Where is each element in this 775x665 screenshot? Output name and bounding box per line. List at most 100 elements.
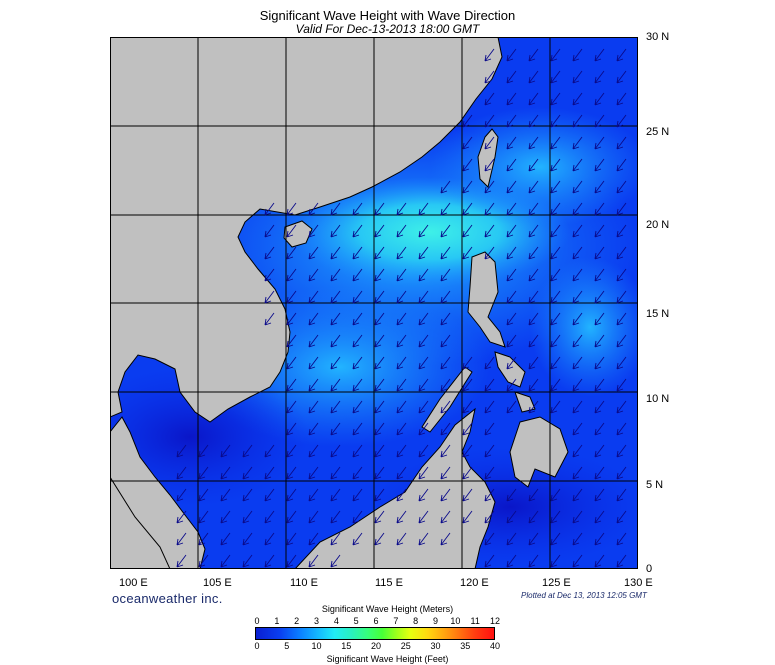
feet-tick: 20 xyxy=(370,641,381,651)
wave-arrow xyxy=(484,444,495,458)
graticule xyxy=(110,37,638,569)
wave-arrow xyxy=(396,202,407,216)
wave-arrow xyxy=(528,356,539,370)
wave-arrow xyxy=(374,334,385,348)
wave-arrow xyxy=(594,48,605,62)
wave-arrow xyxy=(528,48,539,62)
wave-arrow xyxy=(418,290,429,304)
valid-time: Valid For Dec-13-2013 18:00 GMT xyxy=(295,22,480,36)
wave-arrow xyxy=(308,466,319,480)
wave-arrow xyxy=(352,246,363,260)
wave-arrow xyxy=(440,532,451,546)
wave-arrow xyxy=(264,466,275,480)
wave-arrow xyxy=(286,510,297,524)
wave-arrow xyxy=(242,554,253,568)
wave-arrow xyxy=(418,246,429,260)
wave-arrow xyxy=(352,466,363,480)
wave-arrow xyxy=(308,510,319,524)
wave-arrow xyxy=(308,488,319,502)
wave-arrow xyxy=(528,532,539,546)
wave-arrow xyxy=(550,114,561,128)
wave-arrow xyxy=(352,378,363,392)
wave-arrow xyxy=(242,532,253,546)
wave-arrow xyxy=(330,356,341,370)
wave-arrow xyxy=(550,180,561,194)
wave-arrow xyxy=(418,510,429,524)
wave-arrow xyxy=(550,400,561,414)
wave-arrow xyxy=(440,400,451,414)
wave-arrow xyxy=(330,378,341,392)
feet-tick: 25 xyxy=(400,641,411,651)
wave-arrow xyxy=(286,444,297,458)
wave-arrow xyxy=(242,488,253,502)
wave-arrow xyxy=(528,554,539,568)
wave-arrow xyxy=(264,532,275,546)
map-title: Significant Wave Height with Wave Direct… xyxy=(259,8,516,23)
wave-arrow xyxy=(418,334,429,348)
wave-arrow xyxy=(264,444,275,458)
wave-arrow xyxy=(594,246,605,260)
wave-arrow xyxy=(484,356,495,370)
feet-tick: 35 xyxy=(460,641,471,651)
wave-arrow xyxy=(616,488,627,502)
wave-arrow xyxy=(550,532,561,546)
wave-arrow xyxy=(462,246,473,260)
longitude-label: 105 E xyxy=(203,577,232,589)
wave-arrow xyxy=(616,334,627,348)
wave-arrow xyxy=(374,378,385,392)
wave-arrow xyxy=(308,334,319,348)
wave-arrow xyxy=(462,356,473,370)
wave-arrow xyxy=(374,466,385,480)
wave-arrow xyxy=(484,158,495,172)
high-wave-zone xyxy=(530,257,638,397)
wave-arrow xyxy=(616,378,627,392)
wave-arrow xyxy=(594,268,605,282)
meters-tick: 2 xyxy=(294,616,300,626)
meters-tick: 7 xyxy=(393,616,399,626)
feet-tick: 30 xyxy=(430,641,441,651)
wave-arrow xyxy=(550,554,561,568)
wave-arrow xyxy=(550,356,561,370)
wave-arrow xyxy=(572,114,583,128)
wave-arrow xyxy=(506,532,517,546)
wave-arrow xyxy=(374,202,385,216)
wave-arrow xyxy=(506,136,517,150)
wave-arrow xyxy=(528,158,539,172)
wave-arrow xyxy=(308,312,319,326)
wave-arrow xyxy=(462,444,473,458)
wave-arrow xyxy=(572,92,583,106)
wave-arrow xyxy=(330,202,341,216)
latitude-label: 0 xyxy=(646,563,653,575)
wave-arrow xyxy=(198,488,209,502)
wave-arrow xyxy=(308,532,319,546)
wave-arrow xyxy=(330,334,341,348)
wave-arrow xyxy=(594,400,605,414)
wave-arrow xyxy=(550,246,561,260)
wave-arrow xyxy=(616,180,627,194)
latitude-label: 30 N xyxy=(646,31,670,43)
wave-arrow xyxy=(594,466,605,480)
wave-arrow xyxy=(550,334,561,348)
hainan xyxy=(283,220,313,248)
wave-arrow xyxy=(264,554,275,568)
map-frame xyxy=(110,37,638,569)
wave-arrow xyxy=(264,510,275,524)
wave-arrow xyxy=(440,224,451,238)
wave-arrow xyxy=(572,246,583,260)
wave-arrow xyxy=(572,334,583,348)
wave-arrow xyxy=(330,466,341,480)
wave-arrow xyxy=(264,488,275,502)
wave-arrow xyxy=(616,312,627,326)
low-wave-zone xyxy=(110,367,310,507)
wave-arrow xyxy=(506,158,517,172)
wave-arrow xyxy=(308,224,319,238)
wave-arrow xyxy=(352,356,363,370)
wave-arrow xyxy=(396,378,407,392)
wave-arrow xyxy=(528,268,539,282)
wave-arrow xyxy=(418,268,429,282)
wave-arrow xyxy=(264,268,275,282)
wave-arrow xyxy=(572,488,583,502)
wave-arrow xyxy=(198,510,209,524)
wave-arrow xyxy=(264,312,275,326)
wave-arrow xyxy=(396,224,407,238)
